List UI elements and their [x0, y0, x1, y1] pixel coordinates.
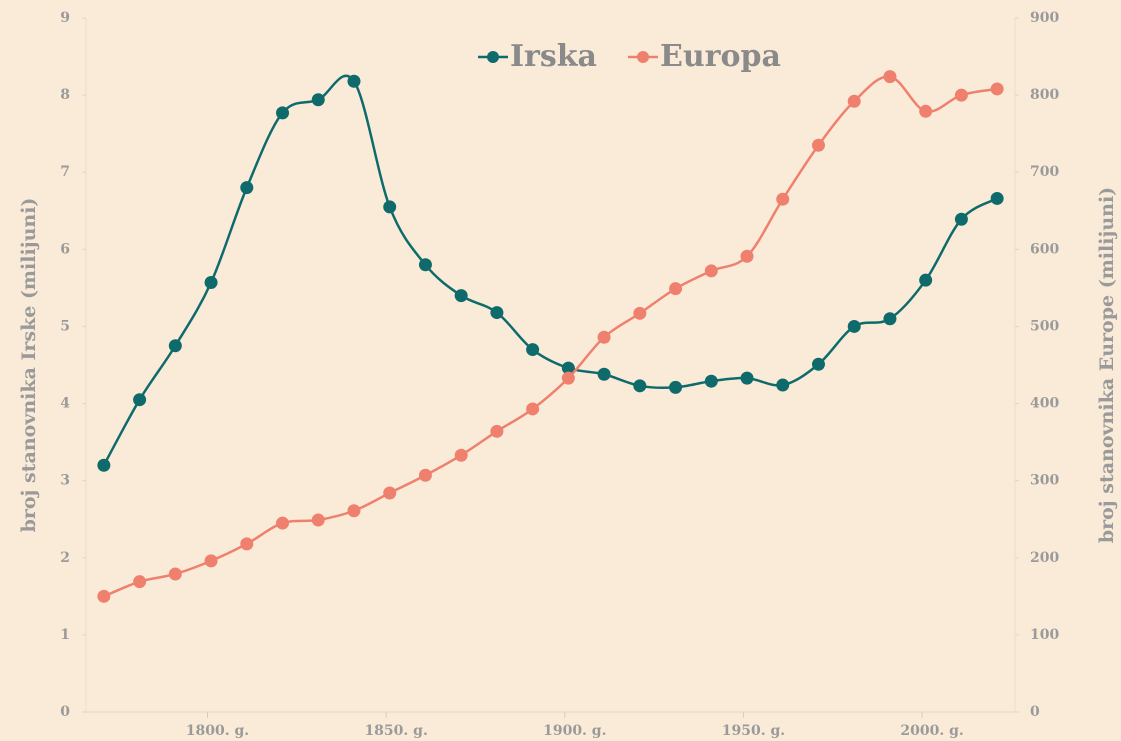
x-tick-label: 1800. g.: [186, 723, 249, 739]
legend-swatch-dot: [637, 51, 649, 63]
data-point: [740, 249, 754, 263]
data-point: [919, 273, 933, 287]
data-point: [597, 330, 611, 344]
data-point: [240, 537, 254, 551]
data-point: [883, 70, 897, 84]
legend-swatch-dot: [487, 51, 499, 63]
data-point: [133, 575, 147, 589]
data-point: [954, 212, 968, 226]
data-point: [561, 371, 575, 385]
data-point: [811, 357, 825, 371]
data-point: [311, 513, 325, 527]
data-point: [204, 554, 218, 568]
data-point: [347, 504, 361, 518]
data-point: [669, 282, 683, 296]
x-tick-label: 1900. g.: [543, 723, 606, 739]
y2-tick-label: 400: [1030, 396, 1059, 412]
data-point: [418, 468, 432, 482]
y-axis-title: broj stanovnika Irske (milijuni): [18, 198, 40, 533]
data-point: [633, 306, 647, 320]
data-point: [811, 138, 825, 152]
y-tick-label: 2: [60, 550, 70, 566]
y-tick-label: 0: [60, 704, 70, 720]
data-point: [490, 424, 504, 438]
legend-label: Irska: [510, 39, 597, 74]
data-point: [776, 192, 790, 206]
x-tick-label: 1950. g.: [722, 723, 785, 739]
y2-tick-label: 100: [1030, 627, 1059, 643]
y2-axis-title: broj stanovnika Europe (milijuni): [1096, 187, 1118, 543]
y2-tick-label: 700: [1030, 164, 1059, 180]
y2-tick-label: 600: [1030, 241, 1059, 257]
y2-tick-label: 300: [1030, 473, 1059, 489]
data-point: [240, 181, 254, 195]
data-point: [597, 367, 611, 381]
data-point: [168, 339, 182, 353]
series-line: [102, 74, 998, 466]
legend-label: Europa: [660, 39, 781, 74]
data-point: [133, 393, 147, 407]
data-point: [561, 361, 575, 375]
data-point: [347, 74, 361, 88]
y-tick-label: 7: [60, 164, 70, 180]
y-tick-label: 1: [60, 627, 70, 643]
data-point: [704, 374, 718, 388]
data-point: [383, 486, 397, 500]
data-point: [311, 93, 325, 107]
data-point: [704, 264, 718, 278]
y2-tick-label: 500: [1030, 318, 1059, 334]
data-point: [454, 448, 468, 462]
y2-tick-label: 200: [1030, 550, 1059, 566]
data-point: [276, 516, 290, 530]
data-point: [883, 312, 897, 326]
x-tick-label: 2000. g.: [900, 723, 963, 739]
y-tick-label: 9: [60, 10, 70, 26]
y-tick-label: 3: [60, 473, 70, 489]
data-point: [454, 289, 468, 303]
data-point: [847, 94, 861, 108]
data-point: [740, 371, 754, 385]
data-point: [526, 343, 540, 357]
y-tick-label: 4: [60, 396, 70, 412]
data-point: [633, 379, 647, 393]
y2-tick-label: 800: [1030, 87, 1059, 103]
data-point: [418, 258, 432, 272]
x-tick-label: 1850. g.: [364, 723, 427, 739]
data-point: [97, 458, 111, 472]
data-point: [669, 380, 683, 394]
data-point: [954, 88, 968, 102]
data-point: [383, 200, 397, 214]
y-tick-label: 6: [60, 241, 70, 257]
data-point: [276, 106, 290, 120]
data-point: [919, 104, 933, 118]
data-point: [776, 378, 790, 392]
data-point: [526, 402, 540, 416]
data-point: [847, 319, 861, 333]
data-point: [990, 82, 1004, 96]
y2-tick-label: 0: [1030, 704, 1040, 720]
data-point: [990, 191, 1004, 205]
data-point: [204, 275, 218, 289]
y-tick-label: 5: [60, 318, 70, 334]
data-point: [490, 306, 504, 320]
series-line: [103, 75, 998, 598]
data-point: [97, 589, 111, 603]
data-point: [168, 567, 182, 581]
y2-tick-label: 900: [1030, 10, 1059, 26]
y-tick-label: 8: [60, 87, 70, 103]
